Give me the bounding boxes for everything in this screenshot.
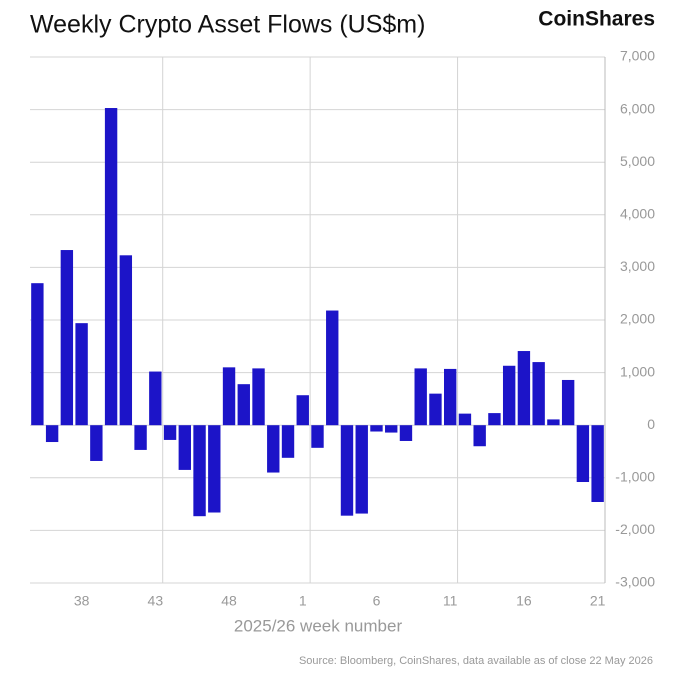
brand-logo: CoinShares <box>538 8 655 31</box>
bar <box>547 419 560 426</box>
bar <box>488 413 501 426</box>
bar <box>444 368 457 426</box>
bar <box>429 393 442 426</box>
y-tick-label: 6,000 <box>620 100 655 116</box>
y-tick-label: -2,000 <box>615 521 655 537</box>
bar <box>222 367 236 426</box>
bar <box>267 425 280 473</box>
x-tick-label: 11 <box>443 593 458 609</box>
y-tick-label: 2,000 <box>620 311 655 327</box>
bar <box>296 395 309 426</box>
x-tick-label: 16 <box>516 593 532 609</box>
bar <box>311 425 324 448</box>
chart-title: Weekly Crypto Asset Flows (US$m) <box>30 11 425 39</box>
bar <box>75 323 88 426</box>
bar <box>281 425 295 458</box>
y-tick-label: 1,000 <box>620 363 655 379</box>
bar <box>576 425 590 483</box>
bar <box>163 425 177 440</box>
y-tick-label: -1,000 <box>615 469 655 485</box>
bar <box>414 368 427 426</box>
y-tick-label: 5,000 <box>620 153 655 169</box>
bar <box>60 250 74 426</box>
bar <box>370 425 383 432</box>
bar <box>208 425 221 513</box>
x-axis-label: 2025/26 week number <box>234 616 403 635</box>
x-tick-label: 6 <box>373 593 381 609</box>
bar <box>561 379 575 426</box>
source-note: Source: Bloomberg, CoinShares, data avai… <box>299 655 653 667</box>
bar <box>502 365 516 426</box>
bar <box>355 425 368 514</box>
bar <box>532 362 545 426</box>
bar <box>149 371 162 426</box>
bar <box>178 425 191 470</box>
bar <box>237 384 250 426</box>
y-tick-label: 7,000 <box>620 48 655 64</box>
bar <box>104 108 118 426</box>
bar <box>458 413 472 426</box>
bar <box>31 283 44 426</box>
bar <box>326 310 339 426</box>
y-tick-label: 3,000 <box>620 258 655 274</box>
x-tick-label: 1 <box>299 593 307 609</box>
x-tick-label: 38 <box>74 593 90 609</box>
y-tick-label: 0 <box>647 416 655 432</box>
bar <box>134 425 147 450</box>
bar <box>119 255 133 426</box>
bar <box>45 425 59 443</box>
bar <box>591 425 604 502</box>
bar <box>252 368 265 426</box>
bar <box>399 425 413 441</box>
bar <box>340 425 354 516</box>
x-tick-label: 43 <box>148 593 164 609</box>
x-tick-label: 48 <box>221 593 237 609</box>
bar <box>193 425 206 517</box>
y-tick-label: 4,000 <box>620 206 655 222</box>
bar <box>90 425 103 461</box>
bar <box>385 425 398 433</box>
bar <box>473 425 486 447</box>
bar <box>517 351 531 426</box>
x-tick-label: 21 <box>590 593 606 609</box>
y-tick-label: -3,000 <box>615 574 655 590</box>
